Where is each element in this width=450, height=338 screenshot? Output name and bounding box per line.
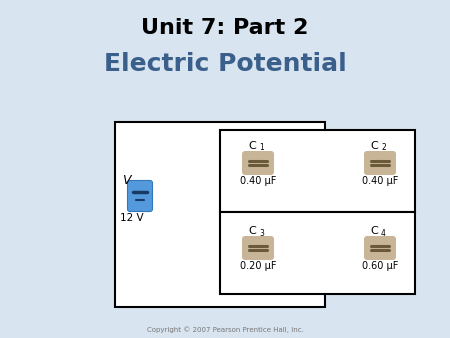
- Bar: [220, 212, 415, 294]
- Text: Electric Potential: Electric Potential: [104, 52, 346, 76]
- FancyBboxPatch shape: [242, 236, 274, 260]
- Text: 0.20 μF: 0.20 μF: [240, 261, 276, 271]
- Text: 3: 3: [259, 228, 264, 238]
- Text: 0.60 μF: 0.60 μF: [362, 261, 398, 271]
- Text: C: C: [248, 226, 256, 236]
- FancyBboxPatch shape: [127, 180, 153, 212]
- Text: C: C: [370, 141, 378, 151]
- Text: C: C: [248, 141, 256, 151]
- Text: V: V: [122, 173, 130, 187]
- Text: Unit 7: Part 2: Unit 7: Part 2: [141, 18, 309, 38]
- Bar: [115, 122, 325, 307]
- Text: Copyright © 2007 Pearson Prentice Hall, Inc.: Copyright © 2007 Pearson Prentice Hall, …: [147, 327, 303, 333]
- Text: 2: 2: [381, 144, 386, 152]
- Text: 1: 1: [259, 144, 264, 152]
- Text: C: C: [370, 226, 378, 236]
- FancyBboxPatch shape: [364, 236, 396, 260]
- FancyBboxPatch shape: [364, 151, 396, 175]
- Text: 4: 4: [381, 228, 386, 238]
- Bar: [220, 130, 415, 212]
- Text: 0.40 μF: 0.40 μF: [362, 176, 398, 186]
- FancyBboxPatch shape: [242, 151, 274, 175]
- Text: 0.40 μF: 0.40 μF: [240, 176, 276, 186]
- Text: 12 V: 12 V: [120, 213, 144, 223]
